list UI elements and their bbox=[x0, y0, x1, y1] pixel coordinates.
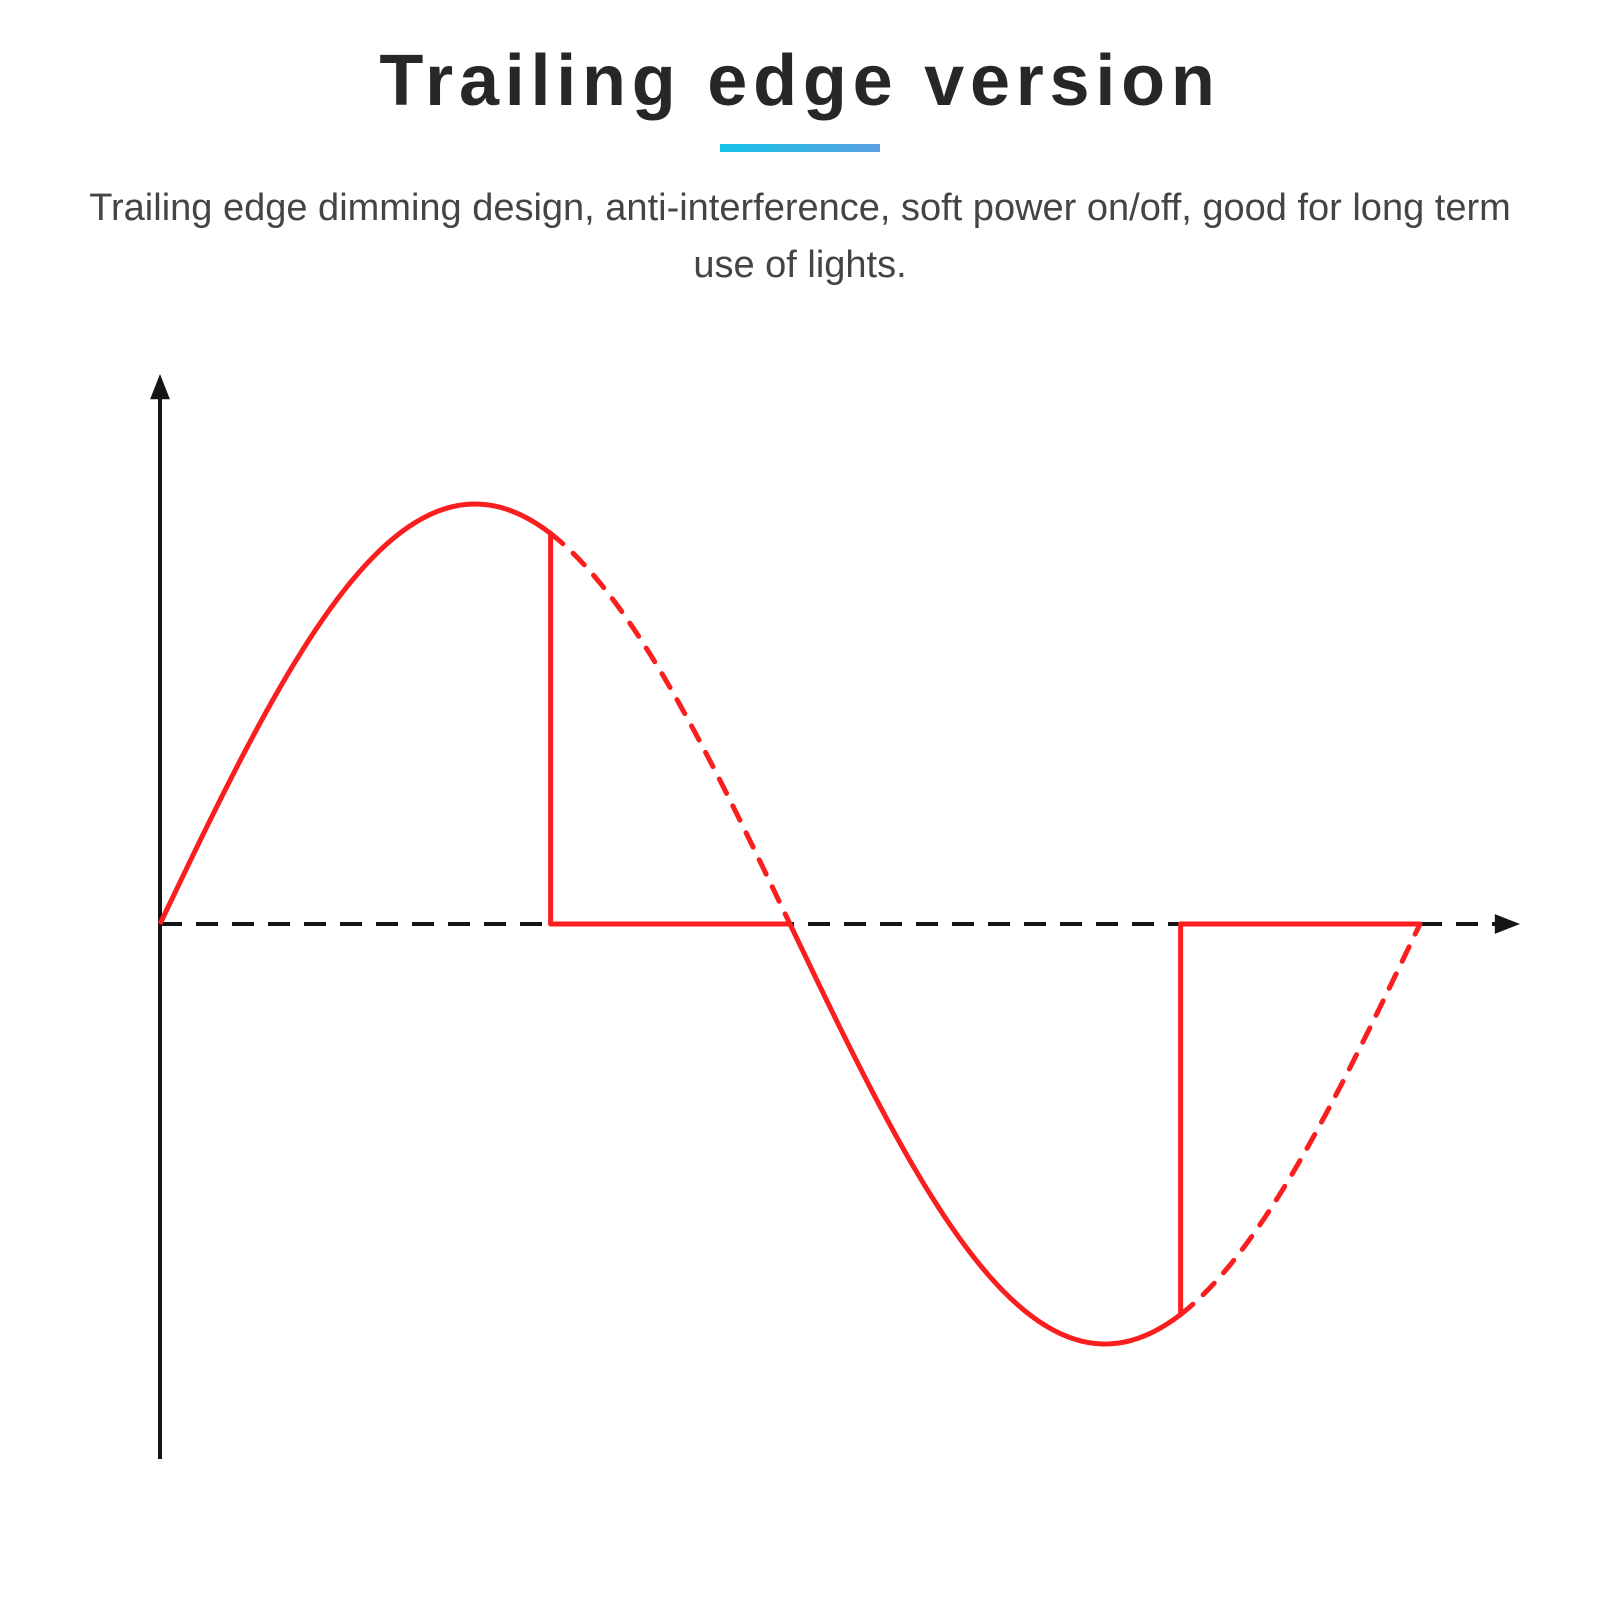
page-subtitle: Trailing edge dimming design, anti-inter… bbox=[75, 180, 1525, 294]
waveform-diagram bbox=[60, 364, 1540, 1464]
title-underline bbox=[720, 144, 880, 152]
page-root: Trailing edge version Trailing edge dimm… bbox=[0, 0, 1600, 1600]
page-title: Trailing edge version bbox=[0, 0, 1600, 122]
